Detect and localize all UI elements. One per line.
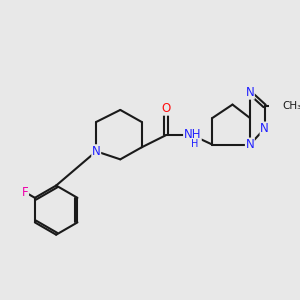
Text: CH₃: CH₃ — [282, 101, 300, 111]
Text: N: N — [245, 138, 254, 151]
Text: H: H — [191, 139, 198, 149]
Text: N: N — [260, 122, 269, 135]
Text: F: F — [22, 186, 28, 199]
Text: N: N — [92, 145, 100, 158]
Text: NH: NH — [184, 128, 201, 141]
Text: N: N — [245, 86, 254, 99]
Text: O: O — [161, 102, 170, 115]
